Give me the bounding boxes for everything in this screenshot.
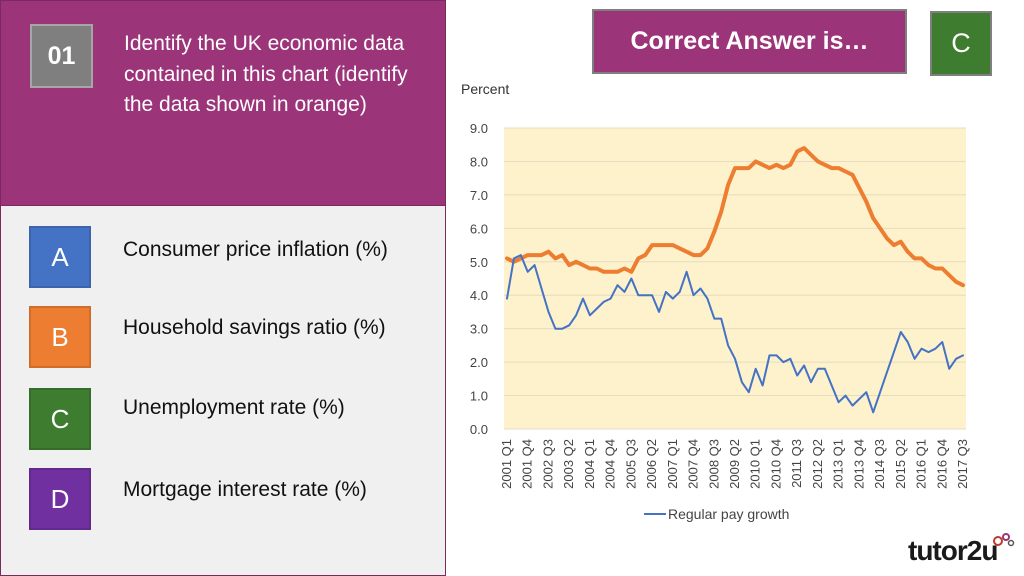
y-tick-label: 8.0 (470, 154, 488, 169)
option-a-label[interactable]: Consumer price inflation (%) (123, 238, 388, 261)
x-tick-label: 2017 Q3 (955, 439, 970, 489)
x-tick-label: 2001 Q1 (499, 439, 514, 489)
option-c-box[interactable]: C (29, 388, 91, 450)
x-tick-label: 2007 Q4 (686, 439, 701, 489)
x-axis-ticks: 2001 Q1 2001 Q4 2002 Q3 2003 Q2 2004 Q1 2004 … (499, 439, 970, 489)
y-tick-label: 4.0 (470, 288, 488, 303)
plot-area (504, 128, 966, 429)
x-tick-label: 2004 Q1 (582, 439, 597, 489)
x-tick-label: 2012 Q2 (810, 439, 825, 489)
y-tick-label: 0.0 (470, 422, 488, 437)
x-tick-label: 2014 Q3 (872, 439, 887, 489)
y-tick-label: 1.0 (470, 389, 488, 404)
y-axis-label: Percent (461, 81, 509, 97)
y-axis-ticks: 0.0 1.0 2.0 3.0 4.0 5.0 6.0 7.0 8.0 9.0 (470, 121, 488, 437)
tutor2u-logo: tutor2u (908, 535, 998, 566)
option-b-box[interactable]: B (29, 306, 91, 368)
x-tick-label: 2005 Q3 (623, 439, 638, 489)
option-c-label[interactable]: Unemployment rate (%) (123, 396, 345, 419)
y-tick-label: 9.0 (470, 121, 488, 136)
series-line-orange (505, 146, 965, 288)
correct-answer-letter: C (930, 11, 992, 76)
series-lines (505, 146, 965, 414)
logo-swirl-icon (993, 533, 1015, 547)
x-tick-label: 2001 Q4 (520, 439, 535, 489)
x-tick-label: 2006 Q2 (644, 439, 659, 489)
x-tick-label: 2013 Q4 (851, 439, 866, 489)
question-text: Identify the UK economic data contained … (124, 32, 408, 116)
x-tick-label: 2013 Q1 (831, 439, 846, 489)
x-tick-label: 2007 Q1 (665, 439, 680, 489)
x-tick-label: 2008 Q3 (706, 439, 721, 489)
y-tick-label: 5.0 (470, 255, 488, 270)
x-tick-label: 2010 Q4 (768, 439, 783, 489)
question-number: 01 (30, 24, 93, 88)
option-b-label[interactable]: Household savings ratio (%) (123, 316, 386, 339)
x-tick-label: 2016 Q4 (934, 439, 949, 489)
x-tick-label: 2016 Q1 (914, 439, 929, 489)
legend-label-regular-pay-growth: Regular pay growth (668, 506, 789, 522)
x-tick-label: 2003 Q2 (561, 439, 576, 489)
option-d-box[interactable]: D (29, 468, 91, 530)
series-line-regular-pay-growth (506, 254, 964, 414)
correct-answer-banner: Correct Answer is… (592, 9, 907, 74)
option-a-box[interactable]: A (29, 226, 91, 288)
x-tick-label: 2010 Q1 (748, 439, 763, 489)
question-panel: 01 Identify the UK economic data contain… (0, 0, 446, 206)
x-tick-label: 2002 Q3 (540, 439, 555, 489)
x-tick-label: 2015 Q2 (893, 439, 908, 489)
y-tick-label: 7.0 (470, 188, 488, 203)
chart-legend: Regular pay growth (644, 506, 789, 522)
economic-data-line-chart: Percent 0.0 1.0 2.0 3.0 4.0 5.0 6.0 7.0 8.0 9.0 2… (461, 81, 970, 522)
option-d-label[interactable]: Mortgage interest rate (%) (123, 478, 367, 501)
y-tick-label: 3.0 (470, 322, 488, 337)
gridlines (504, 127, 966, 430)
x-tick-label: 2004 Q4 (603, 439, 618, 489)
y-tick-label: 2.0 (470, 355, 488, 370)
x-tick-label: 2011 Q3 (789, 439, 804, 488)
x-tick-label: 2009 Q2 (727, 439, 742, 489)
y-tick-label: 6.0 (470, 221, 488, 236)
